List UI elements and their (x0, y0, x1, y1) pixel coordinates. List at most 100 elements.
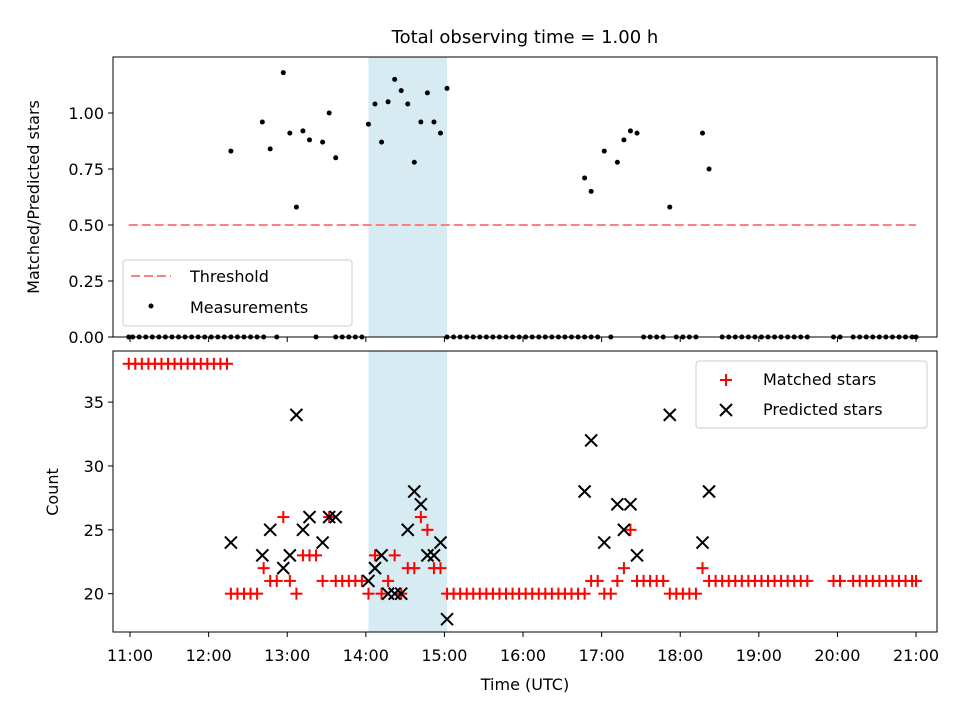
predicted-star-point-b (255, 548, 270, 563)
predicted-star-point (427, 548, 441, 563)
predicted-star-point-b (381, 586, 395, 601)
measurement-point (614, 159, 620, 165)
predicted-star-point (387, 586, 402, 601)
predicted-star-point-b (361, 574, 376, 588)
predicted-star-point (617, 523, 631, 537)
measurement-point (287, 130, 293, 136)
legend-threshold-label: Threshold (189, 267, 269, 286)
matched-star-point (657, 574, 670, 587)
legend-matched-label: Matched stars (763, 370, 876, 389)
top-x-ticks (129, 337, 917, 342)
predicted-star-point-b (328, 510, 343, 524)
matched-star-point (290, 587, 303, 600)
predicted-star-point (361, 574, 376, 588)
matched-star-point (689, 587, 702, 600)
legend-predicted-label: Predicted stars (763, 400, 883, 419)
predicted-star-point-b (263, 523, 277, 537)
figure-title: Total observing time = 1.00 h (391, 27, 659, 48)
measurement-point (627, 128, 633, 134)
predicted-star-point (630, 548, 644, 563)
matched-star-point (408, 562, 421, 575)
predicted-star-point (296, 523, 310, 537)
measurement-point (372, 101, 378, 107)
measurement-point (601, 148, 607, 154)
predicted-star-point (597, 535, 611, 550)
predicted-star-point-b (414, 497, 428, 511)
measurement-point (405, 101, 411, 107)
x-tick-label: 11:00 (107, 646, 153, 665)
matched-star-point (624, 523, 637, 536)
matched-star-point (310, 549, 323, 562)
matched-star-point (369, 549, 382, 562)
measurement-point (588, 188, 594, 194)
predicted-star-point (702, 484, 716, 499)
predicted-star-point-b (407, 484, 422, 499)
matched-star-point (382, 574, 395, 587)
bottom-highlight-band (368, 351, 448, 632)
predicted-star-point-b (440, 612, 454, 626)
measurement-point (259, 119, 265, 125)
predicted-star-point (315, 535, 330, 550)
top-y-ticks: 0.00 0.25 0.50 0.75 1.00 (68, 104, 113, 347)
predicted-star-point-b (630, 548, 644, 563)
predicted-star-point (623, 497, 638, 511)
predicted-star-point-b (663, 408, 677, 422)
predicted-star-points (224, 408, 716, 626)
measurement-point (398, 88, 404, 94)
predicted-star-point (374, 548, 389, 563)
bottom-y-axis-label: Count (43, 468, 62, 516)
matched-star-point (257, 562, 270, 575)
top-highlight-band (368, 57, 448, 337)
predicted-star-point-b (315, 535, 330, 550)
matched-star-point (617, 562, 630, 575)
predicted-star-point-b (368, 561, 382, 575)
predicted-star-point (289, 408, 304, 422)
predicted-star-point-b (374, 548, 389, 563)
predicted-star-point-b (433, 535, 448, 550)
bottom-legend: Matched stars Predicted stars (695, 360, 928, 429)
top-y-tick-label: 0.75 (68, 160, 104, 179)
matched-star-point (834, 574, 847, 587)
matched-star-point (220, 357, 233, 370)
measurement-point (280, 70, 286, 76)
predicted-star-point (577, 484, 592, 499)
legend-measurements-swatch (148, 303, 154, 309)
measurement-point (438, 130, 444, 136)
top-panel: 0.00 0.25 0.50 0.75 1.00 Matched/Predicted s… (24, 56, 938, 347)
predicted-star-point-b (420, 548, 435, 563)
predicted-star-point-b (276, 561, 291, 575)
legend-matched-swatch (720, 374, 732, 386)
top-legend: Threshold Measurements (122, 259, 353, 327)
predicted-star-point (322, 510, 336, 524)
bottom-x-ticks: 11:00 12:00 13:00 14:00 15:00 16:00 17:00 18:00… (107, 632, 939, 665)
measurement-point (320, 139, 326, 145)
predicted-star-point-b (302, 510, 317, 524)
measurement-point (379, 139, 385, 145)
matched-star-point (801, 574, 814, 587)
bottom-y-tick-label: 35 (84, 393, 104, 412)
matched-star-point (251, 587, 264, 600)
predicted-star-point (610, 497, 625, 511)
predicted-star-point (302, 510, 317, 524)
predicted-star-point (255, 548, 270, 563)
matched-star-point (355, 574, 368, 587)
measurement-point (228, 148, 234, 154)
predicted-star-point (440, 612, 454, 626)
predicted-star-point (328, 510, 343, 524)
predicted-star-point (584, 433, 598, 448)
predicted-star-point-b (322, 510, 336, 524)
measurement-point (333, 155, 339, 161)
measurement-point (411, 159, 417, 165)
legend-predicted-swatch (719, 403, 733, 417)
measurement-point (582, 175, 588, 181)
predicted-star-point-b (597, 535, 611, 550)
predicted-star-point-b (289, 408, 304, 422)
matched-star-point (910, 574, 923, 587)
measurement-point (700, 130, 706, 136)
matched-star-point (696, 562, 709, 575)
x-tick-label: 13:00 (264, 646, 310, 665)
measurement-point (706, 166, 712, 172)
predicted-star-point-b (224, 535, 238, 550)
predicted-star-point (394, 586, 408, 601)
